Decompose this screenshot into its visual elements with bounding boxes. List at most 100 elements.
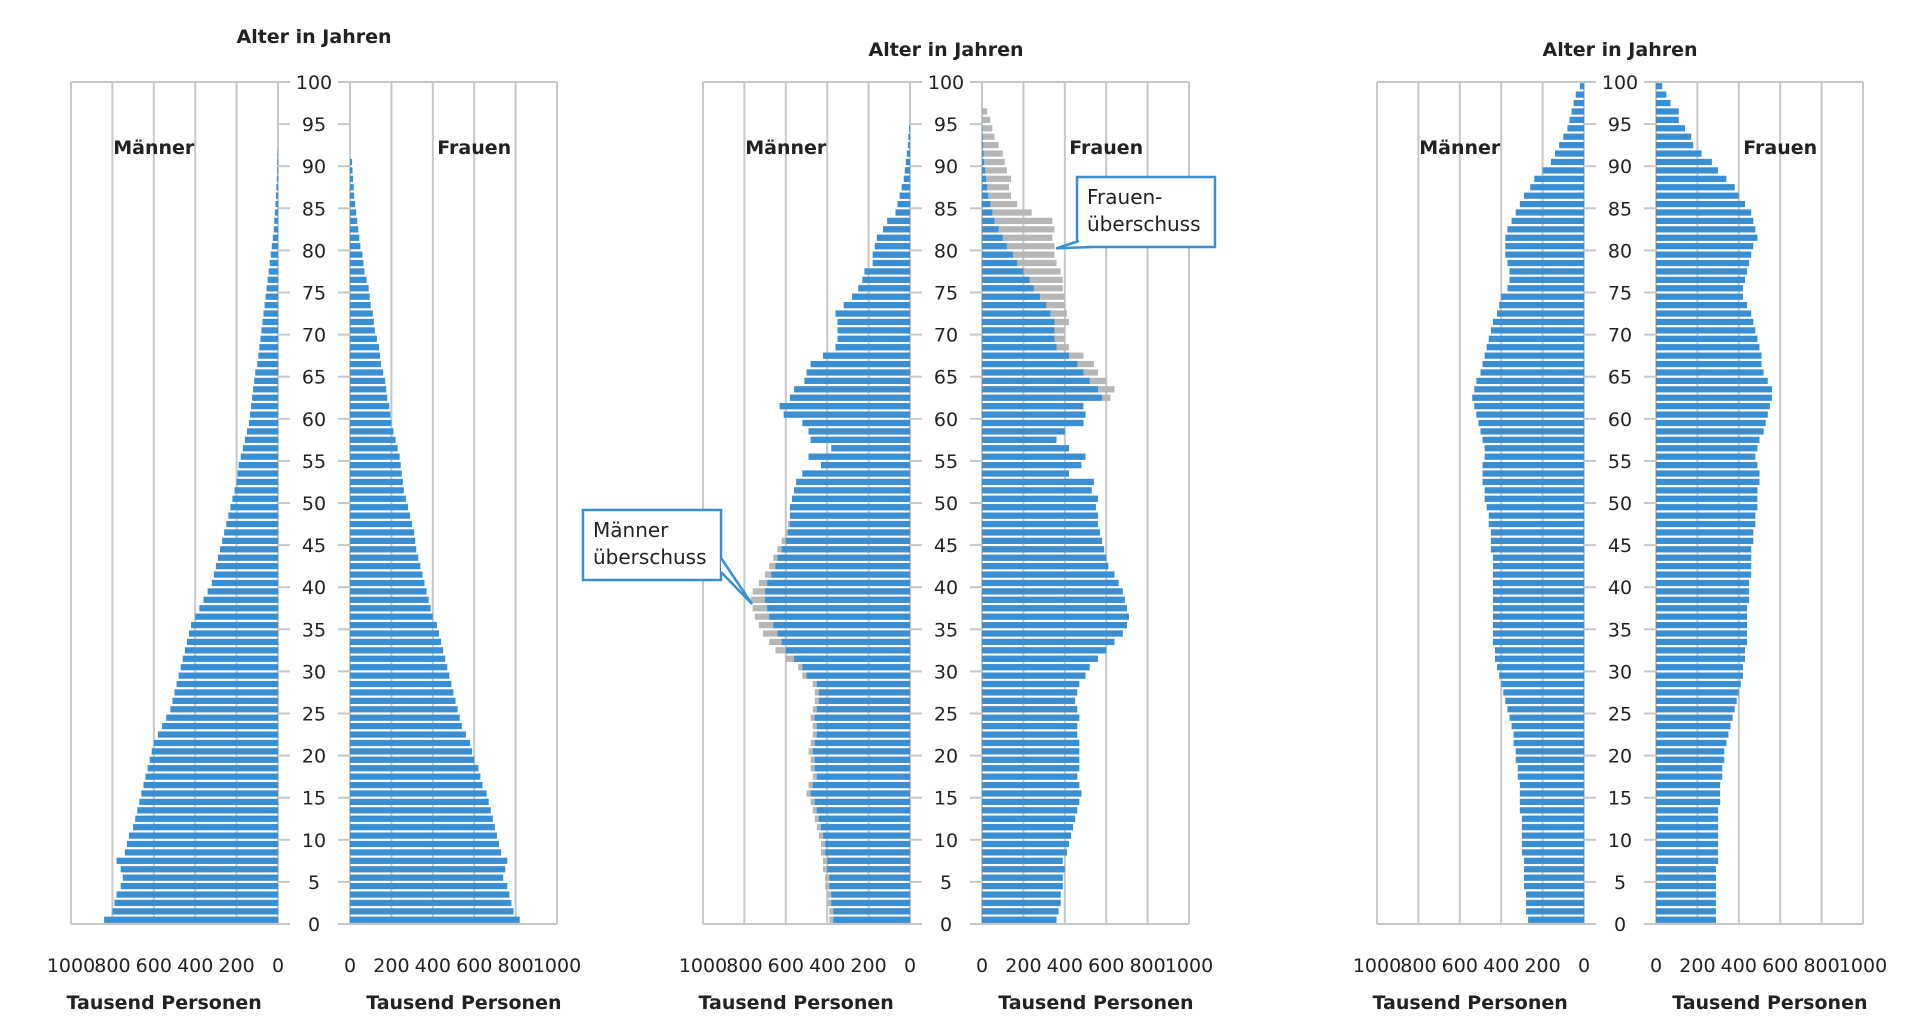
bar-women: [350, 453, 400, 460]
bar-men: [270, 251, 278, 258]
bar-women: [350, 352, 381, 359]
x-tick-label-women: 400: [415, 955, 451, 977]
age-tick-label: 0: [940, 914, 952, 936]
bar-women: [982, 226, 999, 233]
callout-box: [1075, 175, 1217, 249]
bar-women: [1656, 807, 1719, 814]
x-tick-label-women: 0: [1650, 955, 1662, 977]
bar-men: [794, 655, 910, 662]
bar-women-surplus: [982, 200, 1018, 208]
bar-men: [145, 773, 278, 780]
bar-men: [1501, 680, 1584, 688]
bar-women: [350, 655, 446, 662]
bar-men: [1509, 276, 1584, 283]
bar-women: [1656, 83, 1663, 90]
bar-men: [191, 621, 278, 629]
bar-women: [982, 360, 1078, 368]
bar-women: [1656, 99, 1671, 107]
bar-women: [1656, 403, 1770, 410]
bar-women: [982, 192, 989, 199]
bar-women: [1656, 596, 1750, 603]
bar-women: [1656, 504, 1758, 511]
x-tick-label-men: 400: [1483, 955, 1519, 977]
bar-men: [230, 504, 278, 511]
bar-women: [350, 546, 417, 553]
bar-women-surplus: [982, 243, 1055, 250]
bar-men: [1482, 462, 1584, 469]
bar-women: [982, 142, 984, 149]
age-tick-label: 45: [934, 535, 958, 557]
bar-men: [1550, 158, 1584, 166]
bar-women: [1656, 251, 1752, 258]
bar-women: [350, 243, 361, 250]
bar-women: [982, 487, 1092, 494]
bar-women: [1656, 891, 1717, 898]
bar-men: [835, 344, 910, 351]
bar-men: [907, 142, 910, 149]
bar-men: [837, 335, 910, 342]
bar-women: [982, 352, 1069, 359]
bar-men: [1492, 318, 1584, 326]
bar-women: [1656, 857, 1719, 864]
bar-women-surplus: [982, 158, 1005, 166]
age-tick-label: 65: [1608, 367, 1632, 389]
bar-men: [176, 680, 278, 688]
bar-women: [982, 916, 1057, 923]
bar-men: [827, 866, 910, 873]
callout-text: überschuss: [593, 545, 707, 569]
bar-women: [982, 790, 1082, 797]
bar-men: [1484, 453, 1584, 460]
bar-men: [789, 504, 910, 511]
bar-men: [184, 647, 278, 654]
bar-women: [1656, 824, 1719, 831]
bar-women: [1656, 335, 1758, 342]
bar-women: [350, 419, 392, 427]
bar-women-surplus: [982, 150, 1003, 157]
bar-women: [350, 302, 371, 309]
bar-men: [906, 150, 910, 157]
age-tick-label: 15: [1608, 788, 1632, 810]
x-tick-label-women: 800: [497, 955, 533, 977]
age-tick-label: 30: [302, 661, 326, 683]
bar-women: [982, 344, 1057, 351]
bar-women: [350, 537, 416, 544]
age-tick-label: 20: [934, 746, 958, 768]
bar-men: [1494, 647, 1584, 654]
bar-women: [350, 377, 386, 385]
bar-men: [1482, 360, 1584, 368]
bar-women: [350, 579, 425, 587]
bar-women: [350, 259, 364, 267]
bar-women: [982, 908, 1059, 915]
age-tick-label: 15: [934, 788, 958, 810]
age-tick-label: 70: [302, 325, 326, 347]
bar-men: [1482, 478, 1584, 486]
bar-women: [1656, 832, 1719, 839]
bar-men: [1555, 150, 1584, 157]
bar-men: [831, 899, 910, 907]
bar-women: [1656, 849, 1719, 856]
bar-men: [1513, 731, 1584, 738]
bar-women: [350, 276, 367, 283]
age-tick-label: 100: [1602, 72, 1638, 94]
bar-men: [1492, 596, 1584, 603]
bar-women: [1656, 866, 1717, 873]
bar-men: [1499, 672, 1584, 679]
chart-1-pyramid: 0 5 10 15 20 25 30 35 40 45 50 55 60 65 70 75 80 85 90 95 10…: [581, 39, 1217, 1014]
age-tick-label: 0: [308, 914, 320, 936]
bar-women: [1656, 495, 1758, 502]
bar-men: [789, 512, 910, 519]
bar-men: [796, 478, 910, 486]
bar-women: [982, 824, 1074, 831]
bar-men: [835, 310, 910, 317]
bar-women: [1656, 344, 1760, 351]
bar-men: [1488, 335, 1584, 342]
bar-men: [1505, 243, 1584, 250]
bar-women-surplus: [982, 133, 995, 140]
bar-women: [982, 520, 1098, 528]
age-tick-label: 65: [934, 367, 958, 389]
bar-men: [153, 739, 278, 747]
bar-men: [1515, 209, 1584, 216]
bar-men: [275, 200, 278, 208]
bar-men: [785, 537, 910, 544]
bar-men: [207, 588, 278, 595]
